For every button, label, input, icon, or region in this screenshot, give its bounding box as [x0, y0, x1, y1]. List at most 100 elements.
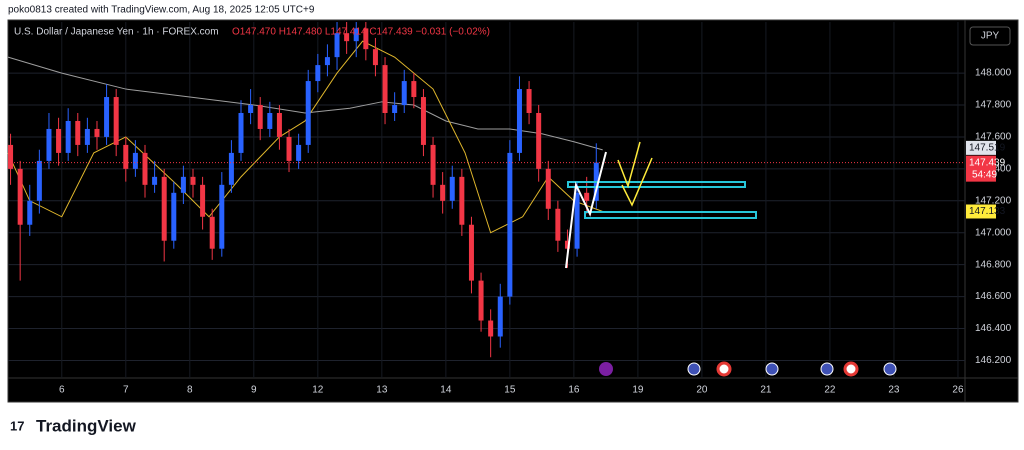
candle-body	[401, 81, 407, 106]
candle-body	[555, 208, 561, 241]
x-tick-label: 16	[568, 385, 580, 396]
moving-average	[7, 56, 603, 151]
x-tick-label: 8	[187, 385, 193, 396]
candle-body	[113, 97, 119, 145]
y-tick-label: 146.600	[975, 291, 1012, 302]
candle-body	[104, 97, 110, 137]
candle-body	[171, 192, 177, 241]
y-tick-label: 146.400	[975, 323, 1012, 334]
candle-body	[497, 296, 503, 337]
y-tick-label: 147.000	[975, 227, 1012, 238]
candle-body	[545, 168, 551, 209]
event-icon	[820, 362, 834, 376]
countdown: 54:49	[972, 169, 997, 180]
candle-body	[440, 184, 446, 201]
candle-body	[564, 240, 570, 249]
ma-price-label: 147.133	[969, 206, 1006, 217]
x-tick-label: 7	[123, 385, 129, 396]
last-price-bg	[966, 155, 996, 182]
ohlc-legend: O147.470 H147.480 L147.414 C147.439 −0.0…	[232, 27, 490, 38]
candle-body	[430, 144, 436, 185]
zone-box	[567, 181, 746, 188]
candle-body	[56, 128, 62, 153]
candle-body	[248, 105, 254, 113]
y-tick-label: 146.200	[975, 355, 1012, 366]
candle-body	[488, 320, 494, 337]
event-icon	[599, 362, 613, 376]
chart-panel	[7, 19, 1019, 403]
arrow-drawing	[621, 157, 653, 207]
chart-title: U.S. Dollar / Japanese Yen · 1h · FOREX.…	[14, 27, 219, 38]
candle-body	[382, 65, 388, 113]
candle-body	[123, 144, 129, 169]
candle-body	[324, 57, 330, 66]
y-tick-label: 147.200	[975, 195, 1012, 206]
candle-body	[507, 152, 513, 297]
x-tick-label: 19	[632, 385, 644, 396]
x-tick-label: 20	[696, 385, 708, 396]
candle-body	[238, 112, 244, 153]
event-icon	[716, 361, 732, 377]
last-price-label: 147.439	[969, 157, 1006, 168]
candle-body	[526, 89, 532, 113]
brand: TradingView	[36, 416, 137, 435]
candle-body	[190, 176, 196, 185]
credit: poko0813 created with TradingView.com, A…	[8, 5, 315, 16]
moving-average	[7, 40, 603, 234]
grid	[8, 22, 965, 378]
x-tick-label: 22	[824, 385, 836, 396]
x-tick-label: 14	[440, 385, 452, 396]
candle-body	[392, 105, 398, 113]
candle-body	[219, 184, 225, 249]
candle-body	[257, 105, 263, 129]
candle-body	[296, 144, 302, 161]
candle-body	[276, 112, 282, 137]
candle-body	[36, 160, 42, 201]
candle-body	[142, 152, 148, 185]
candle-body	[344, 33, 350, 42]
candle-body	[46, 128, 52, 161]
candle-body	[574, 192, 580, 249]
currency: JPY	[981, 31, 1000, 42]
y-tick-label: 147.800	[975, 100, 1012, 111]
event-icon	[883, 362, 897, 376]
x-tick-label: 6	[59, 385, 65, 396]
zone-box	[584, 211, 757, 219]
candle-body	[132, 152, 138, 169]
currency-button[interactable]	[969, 26, 1011, 46]
ma-price-label-bg	[966, 204, 996, 219]
event-icon	[687, 362, 701, 376]
x-tick-label: 21	[760, 385, 772, 396]
candle-body	[411, 81, 417, 98]
candle-body	[372, 49, 378, 66]
ma-price-label-bg	[966, 140, 996, 155]
event-icon	[765, 362, 779, 376]
candle-body	[536, 112, 542, 169]
candle-body	[305, 81, 311, 145]
y-tick-label: 147.600	[975, 132, 1012, 143]
x-tick-label: 26	[952, 385, 964, 396]
candle-body	[94, 128, 100, 137]
candle-body	[315, 65, 321, 82]
candle-body	[8, 144, 14, 169]
event-icons	[599, 361, 897, 377]
candle-body	[420, 97, 426, 145]
y-tick-label: 148.000	[975, 68, 1012, 79]
x-tick-label: 13	[376, 385, 388, 396]
x-tick-label: 9	[251, 385, 257, 396]
brand-mark: 17	[10, 418, 24, 433]
candle-body	[200, 184, 206, 217]
candle-body	[161, 176, 167, 241]
plot	[7, 22, 965, 358]
candle-body	[180, 176, 186, 193]
candle-body	[267, 112, 273, 129]
candle-body	[353, 28, 359, 42]
candle-body	[516, 89, 522, 153]
candle-body	[478, 280, 484, 321]
candle-body	[584, 192, 590, 201]
candle-body	[334, 33, 340, 58]
ma-price-label: 147.519	[969, 143, 1006, 154]
x-tick-label: 15	[504, 385, 516, 396]
candle-body	[228, 152, 234, 185]
candle-body	[209, 216, 215, 249]
